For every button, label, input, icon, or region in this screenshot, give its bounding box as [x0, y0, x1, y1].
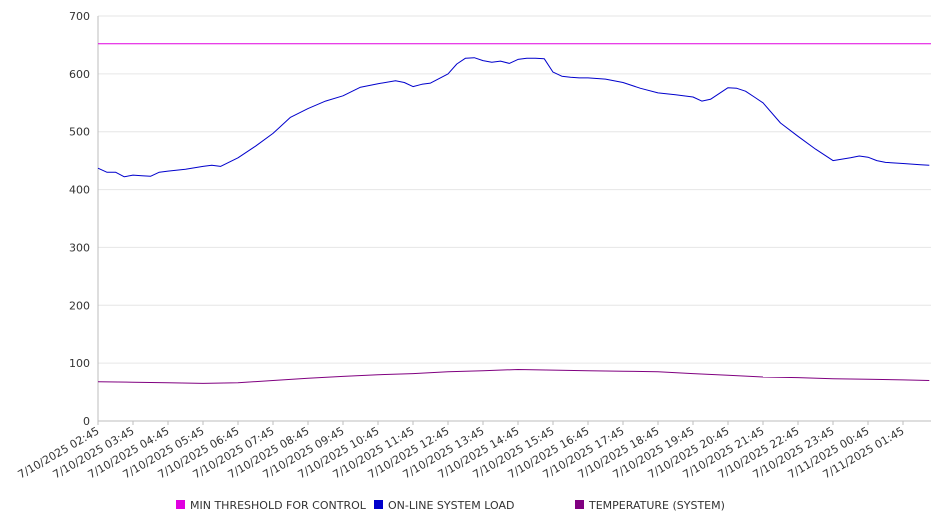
y-tick-label: 0 — [83, 415, 90, 428]
grid-layer — [98, 15, 931, 364]
series-line — [97, 369, 930, 384]
y-tick-label: 700 — [69, 10, 90, 23]
legend-swatch — [176, 500, 185, 509]
legend-label: TEMPERATURE (SYSTEM) — [588, 499, 725, 512]
y-tick-label: 300 — [69, 241, 90, 254]
y-tick-label: 600 — [69, 68, 90, 81]
y-tick-label: 100 — [69, 357, 90, 370]
y-tick-label: 500 — [69, 126, 90, 139]
legend-label: MIN THRESHOLD FOR CONTROL — [190, 499, 367, 512]
y-tick-label: 200 — [69, 299, 90, 312]
legend-swatch — [374, 500, 383, 509]
legend-label: ON-LINE SYSTEM LOAD — [388, 499, 514, 512]
series-layer — [97, 43, 931, 384]
series-line — [97, 57, 930, 178]
legend: MIN THRESHOLD FOR CONTROL ON-LINE SYSTEM … — [176, 499, 725, 512]
y-tick-label: 400 — [69, 184, 90, 197]
legend-swatch — [575, 500, 584, 509]
